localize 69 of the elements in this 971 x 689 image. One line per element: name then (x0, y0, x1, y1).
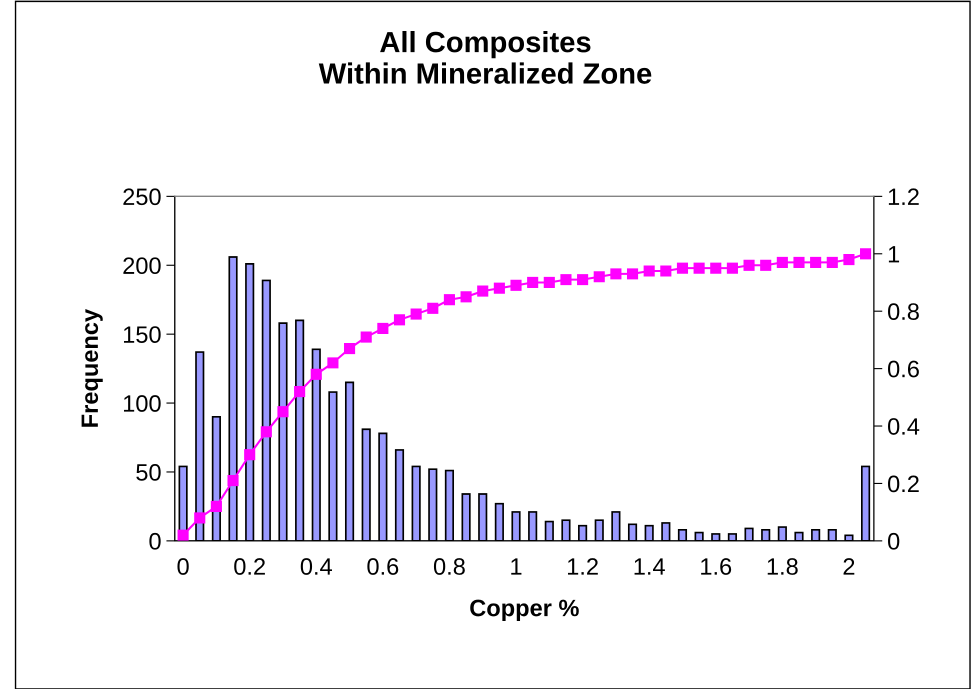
x-tick-label: 0 (177, 558, 189, 575)
point (527, 276, 538, 288)
y-axis-title: Frequency (82, 309, 103, 427)
point (860, 248, 872, 260)
y-tick-label: 250 (123, 188, 161, 206)
point (710, 262, 722, 274)
point (494, 282, 505, 294)
x-tick-label: 1.6 (701, 558, 732, 575)
point (577, 274, 588, 286)
y2-tick-label: 0.8 (888, 303, 919, 320)
x-tick-label: 1 (511, 558, 522, 575)
point (660, 265, 672, 277)
point (460, 291, 472, 302)
point (776, 256, 788, 268)
point (644, 265, 655, 277)
y2-tick-label: 0.2 (888, 476, 919, 492)
point (444, 294, 455, 306)
point (560, 274, 572, 286)
x-tick-label: 1.2 (568, 558, 598, 575)
y-tick-label: 0 (149, 532, 161, 550)
y-tick-label: 200 (123, 257, 161, 274)
point (294, 386, 306, 398)
point (843, 254, 854, 266)
x-tick-label: 0.6 (367, 558, 398, 575)
point (626, 268, 638, 280)
point (477, 286, 488, 297)
point (726, 262, 738, 274)
x-tick-label: 0.2 (234, 558, 265, 575)
point (310, 368, 322, 380)
y2-tick-label: 0 (888, 532, 900, 550)
point (227, 475, 239, 486)
point (676, 262, 688, 274)
point (178, 530, 189, 541)
x-tick-label: 0.4 (300, 558, 332, 575)
y-tick-label: 100 (124, 395, 161, 412)
point (826, 256, 838, 268)
point (327, 357, 338, 368)
point (760, 260, 772, 271)
y-tick-label: 50 (136, 464, 161, 481)
y2-tick-label: 0.6 (888, 360, 919, 378)
point (210, 500, 222, 512)
point (377, 322, 388, 334)
point (744, 260, 755, 271)
point (510, 280, 522, 291)
x-tick-label: 1.4 (634, 558, 665, 575)
chart-title: All Composites Within Mineralized Zone (318, 31, 652, 84)
point (277, 406, 289, 418)
point (410, 308, 422, 320)
point (260, 426, 272, 438)
point (394, 314, 406, 326)
x-tick-label: 2 (844, 558, 854, 575)
x-axis-title: Copper % (470, 600, 579, 621)
point (360, 331, 372, 343)
y2-tick-label: 1.2 (888, 188, 919, 205)
point (810, 256, 822, 268)
point (344, 342, 356, 354)
point (427, 302, 438, 314)
point (544, 276, 555, 288)
point (594, 271, 605, 282)
point (610, 268, 622, 280)
point (194, 512, 206, 524)
point (793, 256, 805, 268)
x-tick-label: 0.8 (434, 558, 465, 575)
point (694, 262, 705, 274)
y2-tick-label: 1 (888, 246, 900, 262)
point (244, 449, 256, 460)
y-tick-label: 150 (124, 326, 161, 343)
y2-tick-label: 0.4 (888, 418, 920, 435)
x-tick-label: 1.8 (768, 558, 798, 575)
